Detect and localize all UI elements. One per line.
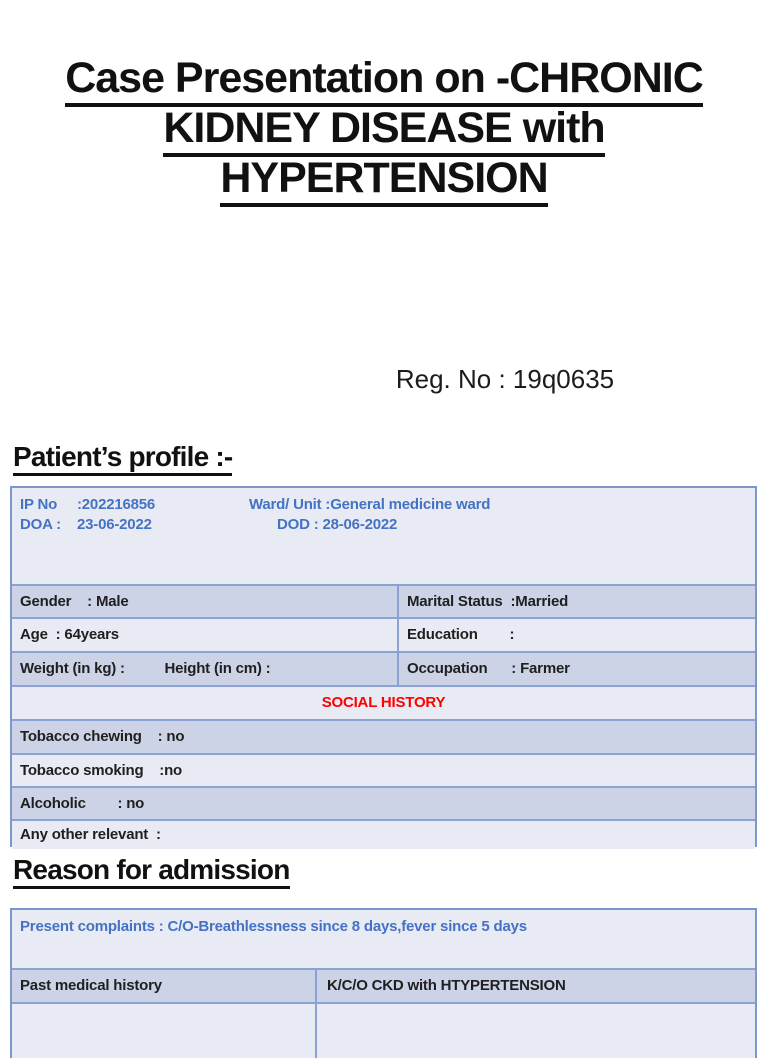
weight-height-cell: Weight (in kg) : Height (in cm) : bbox=[12, 653, 399, 685]
reg-no-line: Reg. No : 19q0635 bbox=[395, 364, 615, 394]
admission-table: Present complaints : C/O-Breathlessness … bbox=[10, 908, 757, 1058]
tobacco-smoking-row: Tobacco smoking :no bbox=[12, 753, 755, 786]
doa-value: 23-06-2022 bbox=[77, 516, 152, 533]
empty-row bbox=[12, 1002, 755, 1058]
slide-title: Case Presentation on -CHRONIC KIDNEY DIS… bbox=[0, 53, 768, 207]
patient-profile-table: IP No :202216856 Ward/ Unit :General med… bbox=[10, 486, 757, 849]
tobacco-chewing-row: Tobacco chewing : no bbox=[12, 719, 755, 753]
alcoholic-row: Alcoholic : no bbox=[12, 786, 755, 819]
admission-heading: Reason for admission bbox=[13, 854, 290, 889]
marital-cell: Marital Status :Married bbox=[407, 593, 569, 610]
title-line-2: KIDNEY DISEASE with bbox=[0, 103, 768, 157]
ip-value: :202216856 bbox=[77, 496, 156, 513]
education-cell: Education : bbox=[407, 626, 515, 643]
past-history-value: K/C/O CKD with HTYPERTENSION bbox=[327, 977, 566, 994]
empty-left-cell bbox=[12, 1004, 317, 1058]
occupation-cell: Occupation : Farmer bbox=[407, 660, 570, 677]
weight-occupation-row: Weight (in kg) : Height (in cm) : Occupa… bbox=[12, 651, 755, 685]
age-cell: Age : 64years bbox=[12, 619, 399, 651]
patient-profile-heading: Patient’s profile :- bbox=[13, 441, 233, 476]
title-line-1: Case Presentation on -CHRONIC bbox=[0, 53, 768, 107]
ward-unit: Ward/ Unit :General medicine ward bbox=[249, 496, 491, 513]
ip-row: IP No :202216856 Ward/ Unit :General med… bbox=[12, 488, 755, 584]
past-history-row: Past medical history K/C/O CKD with HTYP… bbox=[12, 968, 755, 1002]
title-line-3: HYPERTENSION bbox=[0, 153, 768, 207]
gender-cell: Gender : Male bbox=[12, 586, 399, 617]
ip-label: IP No bbox=[20, 496, 58, 513]
social-history-header: SOCIAL HISTORY bbox=[12, 685, 755, 719]
gender-marital-row: Gender : Male Marital Status :Married bbox=[12, 584, 755, 617]
empty-right-cell bbox=[317, 1004, 755, 1058]
present-complaints-row: Present complaints : C/O-Breathlessness … bbox=[12, 910, 755, 968]
any-other-row: Any other relevant : bbox=[12, 819, 755, 849]
past-history-label: Past medical history bbox=[12, 970, 317, 1002]
age-education-row: Age : 64years Education : bbox=[12, 617, 755, 651]
doa-label: DOA : bbox=[20, 516, 61, 533]
document-page: { "title": { "line1": "Case Presentation… bbox=[0, 53, 768, 1058]
dod-value: DOD : 28-06-2022 bbox=[277, 516, 398, 533]
